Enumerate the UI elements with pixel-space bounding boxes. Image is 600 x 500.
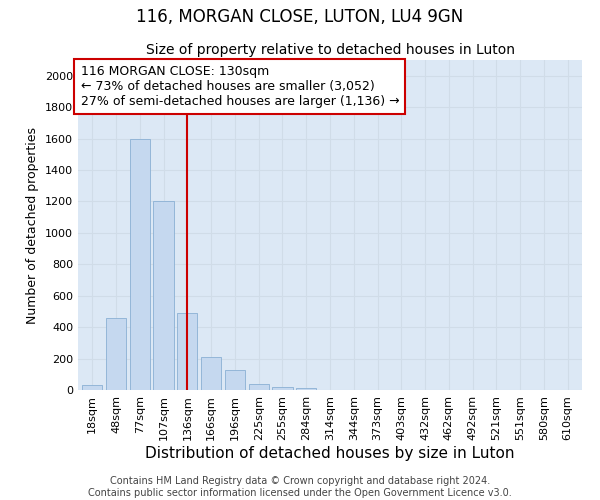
Bar (130, 138, 150, 390)
Text: Contains HM Land Registry data © Crown copyright and database right 2024.
Contai: Contains HM Land Registry data © Crown c… (88, 476, 512, 498)
Bar (296, 388, 316, 390)
Text: 116 MORGAN CLOSE: 130sqm
← 73% of detached houses are smaller (3,052)
27% of sem: 116 MORGAN CLOSE: 130sqm ← 73% of detach… (80, 65, 399, 108)
Text: 116, MORGAN CLOSE, LUTON, LU4 9GN: 116, MORGAN CLOSE, LUTON, LU4 9GN (136, 8, 464, 26)
Bar (82, 386, 103, 390)
Bar (225, 370, 245, 390)
X-axis label: Distribution of detached houses by size in Luton: Distribution of detached houses by size … (145, 446, 515, 460)
Bar (106, 318, 126, 390)
Bar (177, 313, 197, 390)
Bar (154, 202, 173, 390)
Bar (272, 387, 293, 390)
Y-axis label: Number of detached properties: Number of detached properties (26, 126, 40, 324)
Bar (201, 357, 221, 390)
Bar (248, 384, 269, 390)
Title: Size of property relative to detached houses in Luton: Size of property relative to detached ho… (146, 44, 515, 58)
